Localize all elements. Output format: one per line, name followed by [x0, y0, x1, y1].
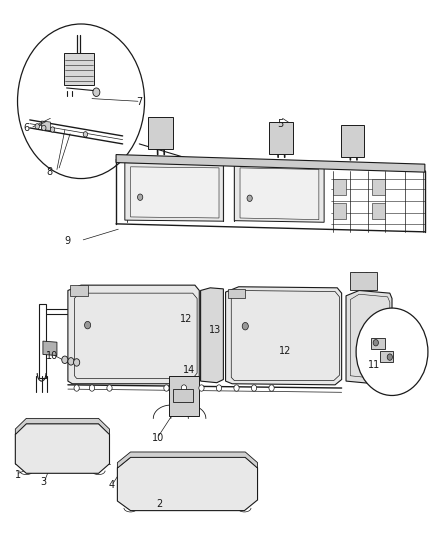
Polygon shape	[234, 164, 324, 222]
Polygon shape	[346, 290, 392, 385]
Text: 1: 1	[15, 471, 21, 480]
Text: 6: 6	[23, 123, 29, 133]
Polygon shape	[70, 285, 88, 296]
Polygon shape	[380, 351, 393, 362]
Circle shape	[89, 385, 95, 391]
Polygon shape	[125, 163, 223, 221]
Circle shape	[74, 385, 79, 391]
Text: 2: 2	[157, 499, 163, 508]
Circle shape	[35, 124, 39, 129]
Circle shape	[269, 385, 274, 391]
Text: 12: 12	[279, 346, 291, 356]
Polygon shape	[372, 203, 385, 219]
Polygon shape	[240, 168, 319, 220]
Polygon shape	[350, 272, 377, 290]
Polygon shape	[269, 122, 293, 154]
Circle shape	[68, 358, 74, 365]
Circle shape	[242, 322, 248, 330]
Circle shape	[164, 385, 169, 391]
Polygon shape	[372, 179, 385, 195]
Circle shape	[74, 359, 80, 366]
Circle shape	[216, 385, 222, 391]
Circle shape	[85, 321, 91, 329]
Circle shape	[373, 340, 378, 346]
Circle shape	[138, 194, 143, 200]
Polygon shape	[116, 155, 425, 172]
Circle shape	[387, 354, 392, 360]
Circle shape	[199, 385, 204, 391]
Polygon shape	[117, 457, 258, 511]
Polygon shape	[15, 418, 110, 434]
Polygon shape	[173, 389, 193, 402]
Text: 9: 9	[65, 236, 71, 246]
Polygon shape	[42, 121, 50, 131]
Circle shape	[83, 132, 88, 137]
Polygon shape	[15, 424, 110, 473]
Text: 4: 4	[109, 480, 115, 490]
Polygon shape	[333, 179, 346, 195]
Text: 10: 10	[46, 351, 58, 361]
Text: 3: 3	[41, 478, 47, 487]
Circle shape	[42, 125, 46, 131]
Circle shape	[356, 308, 428, 395]
Circle shape	[62, 356, 68, 364]
Polygon shape	[341, 125, 364, 157]
Circle shape	[93, 88, 100, 96]
Polygon shape	[201, 288, 223, 383]
Polygon shape	[43, 341, 57, 356]
Text: 14: 14	[183, 366, 195, 375]
Polygon shape	[68, 285, 199, 384]
Text: 12: 12	[180, 314, 192, 324]
Polygon shape	[333, 203, 346, 219]
Circle shape	[234, 385, 239, 391]
Text: 7: 7	[136, 98, 142, 107]
Circle shape	[247, 195, 252, 201]
Text: 10: 10	[152, 433, 164, 443]
Circle shape	[107, 385, 112, 391]
Polygon shape	[64, 53, 94, 85]
Polygon shape	[228, 289, 245, 298]
Circle shape	[251, 385, 257, 391]
Circle shape	[18, 24, 145, 179]
Text: 5: 5	[277, 119, 283, 128]
Circle shape	[181, 385, 187, 391]
Polygon shape	[169, 376, 199, 416]
Text: 13: 13	[208, 326, 221, 335]
Text: 11: 11	[368, 360, 381, 369]
Text: 8: 8	[46, 167, 52, 176]
Polygon shape	[371, 338, 385, 349]
Polygon shape	[148, 117, 173, 149]
Circle shape	[50, 127, 55, 132]
Polygon shape	[131, 167, 219, 218]
Polygon shape	[117, 452, 258, 468]
Polygon shape	[226, 287, 342, 385]
